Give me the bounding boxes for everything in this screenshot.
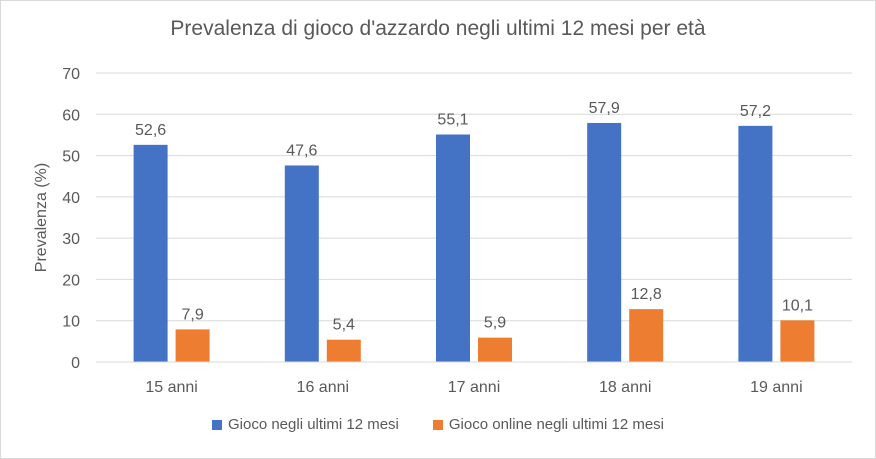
chart-legend: Gioco negli ultimi 12 mesi Gioco online … [0,416,876,433]
bar-series-1 [284,165,319,362]
bar-series-2 [478,337,512,362]
data-label-series-2: 10,1 [782,297,813,314]
x-tick-label: 19 anni [750,379,803,396]
x-tick-label: 17 anni [448,379,501,396]
data-label-series-2: 12,8 [631,286,662,303]
x-tick-label: 16 anni [297,379,350,396]
legend-label-series-1: Gioco negli ultimi 12 mesi [227,416,399,433]
data-label-series-2: 5,9 [484,315,506,332]
bar-series-2 [780,320,815,362]
y-tick-label: 50 [62,149,80,166]
legend-swatch-series-1 [211,419,222,430]
x-tick-label: 18 anni [599,379,652,396]
legend-swatch-series-2 [432,419,443,430]
x-tick-label: 15 anni [145,379,198,396]
data-label-series-2: 7,9 [181,306,203,323]
chart-title: Prevalenza di gioco d'azzardo negli ulti… [170,17,706,40]
bar-series-1 [133,144,168,362]
bar-series-1 [587,122,622,362]
bar-series-2 [175,329,210,362]
data-label-series-2: 5,4 [333,317,355,334]
y-tick-label: 30 [62,231,80,248]
data-label-series-1: 57,9 [589,100,620,117]
data-label-series-1: 57,2 [740,103,771,120]
y-tick-label: 0 [71,355,80,372]
bar-series-1 [738,125,773,363]
data-label-series-1: 52,6 [135,122,166,139]
y-tick-label: 40 [62,190,80,207]
bar-series-1 [436,134,470,362]
y-axis-label: Prevalenza (%) [33,163,50,272]
legend-label-series-2: Gioco online negli ultimi 12 mesi [448,416,664,433]
y-tick-label: 10 [62,314,80,331]
bar-series-2 [629,309,664,362]
y-tick-label: 20 [62,272,80,289]
legend-item-series-1: Gioco negli ultimi 12 mesi [211,416,399,433]
legend-item-series-2: Gioco online negli ultimi 12 mesi [432,416,664,433]
y-tick-label: 70 [62,66,80,83]
bar-series-2 [326,339,361,362]
y-tick-label: 60 [62,107,80,124]
data-label-series-1: 47,6 [286,142,317,159]
data-label-series-1: 55,1 [437,112,468,129]
